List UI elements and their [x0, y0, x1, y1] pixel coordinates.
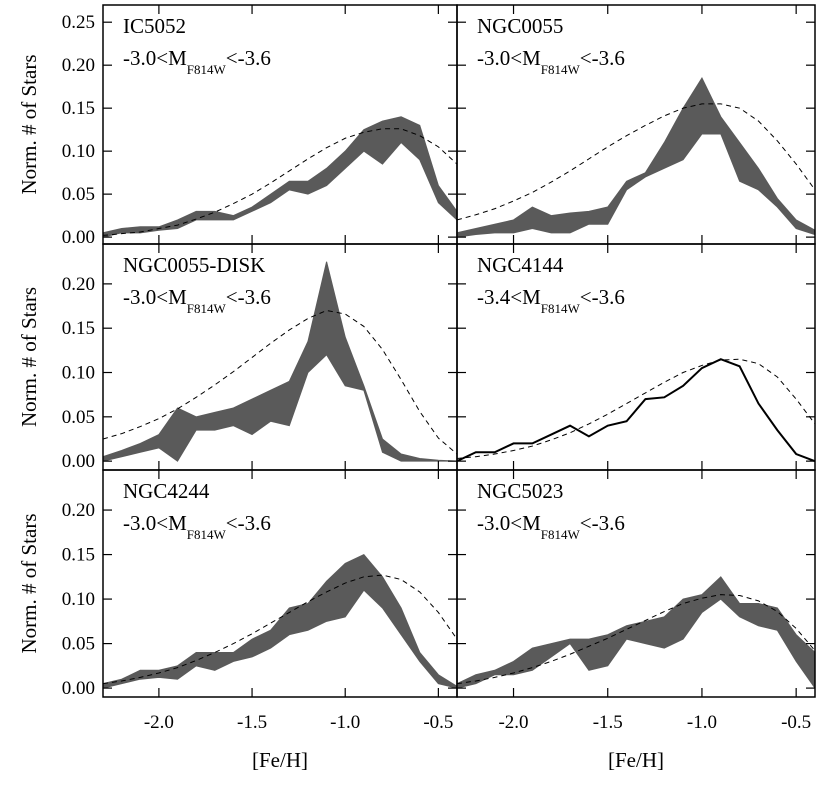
panel — [457, 358, 815, 463]
annotation-sub: F814W — [541, 527, 581, 542]
y-tick-label: 0.20 — [62, 55, 95, 76]
y-tick-label: 0.15 — [62, 545, 95, 566]
x-tick-label: -2.0 — [498, 712, 528, 733]
band — [457, 576, 815, 689]
panel-frame — [102, 469, 458, 698]
band — [103, 116, 457, 238]
y-tick-label: 0.15 — [62, 318, 95, 339]
annotation-rest: <-3.6 — [226, 511, 271, 535]
annotation-sub: F814W — [187, 527, 227, 542]
annotation: -3.0<MF814W<-3.6 — [477, 46, 625, 77]
annotation-main: -3.0<M — [123, 285, 187, 309]
panel-frame — [456, 243, 816, 471]
line — [457, 358, 815, 463]
x-tick-label: -0.5 — [423, 712, 453, 733]
x-axis-label: [Fe/H] — [608, 748, 664, 772]
y-tick-label: 0.25 — [62, 12, 95, 33]
model-curve — [457, 594, 815, 685]
panel-frame — [456, 469, 816, 698]
model-curve — [103, 574, 457, 685]
annotation: -3.0<MF814W<-3.6 — [477, 511, 625, 542]
panel — [103, 261, 457, 462]
panel-title: NGC5023 — [477, 479, 563, 503]
model-curve — [457, 358, 815, 459]
annotation-sub: F814W — [187, 62, 227, 77]
model-curve — [457, 103, 815, 221]
x-axis-label: [Fe/H] — [252, 748, 308, 772]
x-tick-label: -1.0 — [687, 712, 717, 733]
panel-title: NGC4144 — [477, 253, 564, 277]
annotation-main: -3.0<M — [123, 511, 187, 535]
y-tick-label: 0.00 — [62, 451, 95, 472]
y-tick-label: 0.05 — [62, 634, 95, 655]
band — [103, 261, 457, 462]
annotation: -3.0<MF814W<-3.6 — [123, 285, 271, 316]
x-tick-label: -1.5 — [237, 712, 267, 733]
annotation-sub: F814W — [541, 62, 581, 77]
y-tick-label: 0.15 — [62, 98, 95, 119]
annotation-main: -3.4<M — [477, 285, 541, 309]
annotation-main: -3.0<M — [123, 46, 187, 70]
annotation-sub: F814W — [541, 301, 581, 316]
panel — [103, 553, 457, 689]
panel-frame — [456, 4, 816, 245]
panel-title: NGC0055 — [477, 14, 563, 38]
annotation-main: -3.0<M — [477, 46, 541, 70]
annotation: -3.0<MF814W<-3.6 — [123, 46, 271, 77]
y-tick-label: 0.00 — [62, 227, 95, 248]
y-tick-label: 0.05 — [62, 184, 95, 205]
annotation-rest: <-3.6 — [580, 285, 625, 309]
x-tick-label: -1.0 — [330, 712, 360, 733]
y-axis-label: Norm. # of Stars — [17, 287, 41, 427]
y-tick-label: 0.20 — [62, 274, 95, 295]
y-tick-label: 0.20 — [62, 500, 95, 521]
panel-title: IC5052 — [123, 14, 186, 38]
y-tick-label: 0.10 — [62, 589, 95, 610]
model-curve — [103, 128, 457, 236]
panel-title: NGC0055-DISK — [123, 253, 265, 277]
x-tick-label: -0.5 — [781, 712, 811, 733]
annotation-sub: F814W — [187, 301, 227, 316]
panel — [457, 77, 815, 238]
panel — [457, 576, 815, 689]
band — [103, 553, 457, 689]
y-tick-label: 0.00 — [62, 678, 95, 699]
annotation: -3.4<MF814W<-3.6 — [477, 285, 625, 316]
annotation-rest: <-3.6 — [226, 46, 271, 70]
band — [457, 77, 815, 238]
annotation: -3.0<MF814W<-3.6 — [123, 511, 271, 542]
annotation-main: -3.0<M — [477, 511, 541, 535]
y-tick-label: 0.05 — [62, 407, 95, 428]
y-axis-label: Norm. # of Stars — [17, 514, 41, 654]
annotation-rest: <-3.6 — [580, 46, 625, 70]
x-tick-label: -1.5 — [593, 712, 623, 733]
y-axis-label: Norm. # of Stars — [17, 55, 41, 195]
model-curve — [103, 309, 457, 455]
y-tick-label: 0.10 — [62, 363, 95, 384]
annotation-rest: <-3.6 — [580, 511, 625, 535]
panel-title: NGC4244 — [123, 479, 210, 503]
panel — [103, 116, 457, 238]
x-tick-label: -2.0 — [144, 712, 174, 733]
y-tick-label: 0.10 — [62, 141, 95, 162]
annotation-rest: <-3.6 — [226, 285, 271, 309]
